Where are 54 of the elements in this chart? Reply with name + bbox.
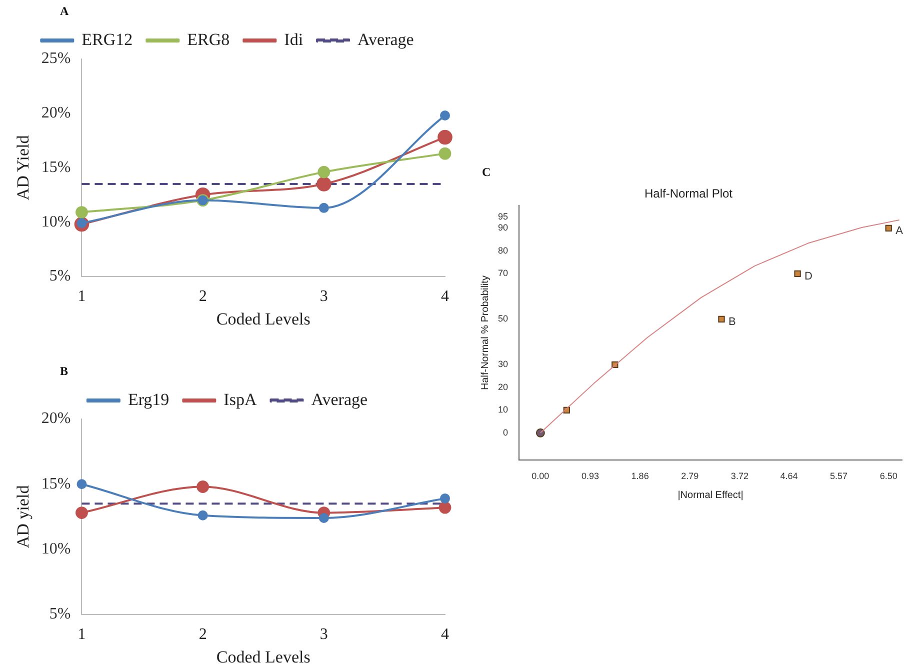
x-tick-label: 2 xyxy=(198,626,207,644)
legend-label: Idi xyxy=(284,30,304,49)
legend-label: ERG8 xyxy=(187,30,230,49)
y-tick-label: 10% xyxy=(41,213,71,230)
x-tick-label: 3 xyxy=(320,626,328,644)
x-tick-label: 1.86 xyxy=(631,471,649,482)
y-axis-title: Half-Normal % Probability xyxy=(480,276,491,390)
y-tick-label: 5% xyxy=(49,268,71,285)
x-tick-label: 4 xyxy=(441,288,449,306)
x-axis-title: Coded Levels xyxy=(216,647,310,666)
x-tick-label: 6.50 xyxy=(880,471,898,482)
legend-label: Average xyxy=(358,30,414,49)
x-tick-label: 2 xyxy=(198,288,207,306)
y-tick-label: 20% xyxy=(41,410,71,428)
x-tick-label: 2.79 xyxy=(681,471,699,482)
x-tick-label: 5.57 xyxy=(830,471,848,482)
y-tick-label: 90 xyxy=(498,222,508,233)
y-tick-label: 10 xyxy=(498,404,508,415)
x-tick-label: 4.64 xyxy=(780,471,798,482)
x-axis-title: Coded Levels xyxy=(216,309,310,328)
x-tick-label: 3.72 xyxy=(730,471,748,482)
y-tick-label: 10% xyxy=(41,540,71,558)
x-tick-label: 1 xyxy=(78,626,86,644)
y-tick-label: 0 xyxy=(502,427,508,438)
x-tick-label: 1 xyxy=(78,288,86,306)
x-axis-title: |Normal Effect| xyxy=(678,490,744,501)
text: C xyxy=(482,165,491,180)
legend-label: Erg19 xyxy=(128,390,170,409)
x-tick-label: 0.00 xyxy=(532,471,550,482)
y-tick-label: 5% xyxy=(49,606,71,623)
text: A xyxy=(60,4,69,18)
y-tick-label: 15% xyxy=(41,158,71,176)
annotation: A xyxy=(896,225,904,238)
legend-label: ERG12 xyxy=(82,30,133,49)
y-tick-label: 20 xyxy=(498,382,508,392)
chart-title: Half-Normal Plot xyxy=(644,186,734,201)
y-tick-label: 30 xyxy=(498,359,508,370)
y-tick-label: 15% xyxy=(41,475,71,492)
x-tick-label: 3 xyxy=(320,288,328,306)
y-axis-title: AD Yield xyxy=(14,134,33,200)
x-tick-label: 0.93 xyxy=(581,471,600,482)
annotation: D xyxy=(804,270,813,283)
y-tick-label: 95 xyxy=(498,211,508,222)
y-tick-label: 70 xyxy=(498,268,508,278)
y-axis-title: AD yield xyxy=(14,484,33,548)
x-tick-label: 4 xyxy=(441,626,449,644)
legend-label: Average xyxy=(311,390,368,409)
y-tick-label: 50 xyxy=(498,314,508,324)
legend-label: IspA xyxy=(224,390,258,409)
y-tick-label: 25% xyxy=(41,50,71,68)
annotation: B xyxy=(728,316,736,328)
y-tick-label: 80 xyxy=(498,245,508,256)
text: B xyxy=(60,364,68,378)
y-tick-label: 20% xyxy=(41,104,71,122)
